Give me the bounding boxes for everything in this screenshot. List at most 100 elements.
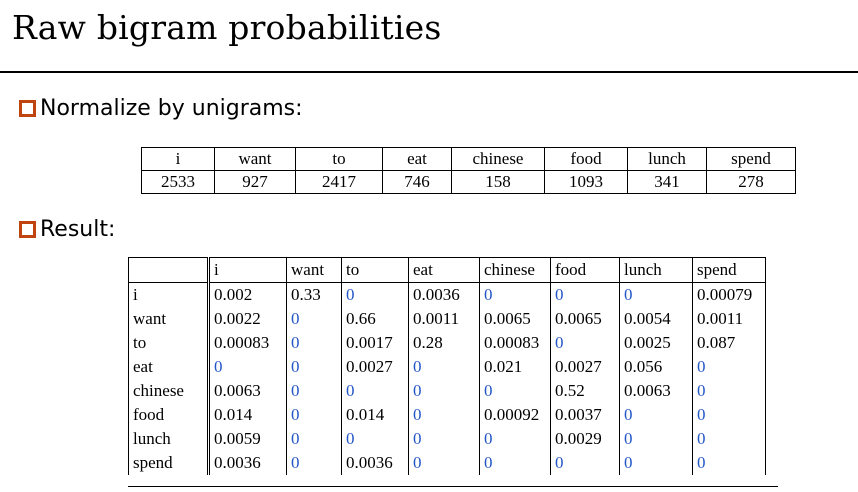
bigram-row-header: lunch bbox=[128, 427, 210, 451]
bigram-value-cell: 0 bbox=[341, 282, 409, 307]
unigram-count-cell: 278 bbox=[706, 170, 796, 194]
bigram-row-header: eat bbox=[128, 355, 210, 379]
table-row: to 0.00083 0 0.0017 0.28 0.00083 0 0.0025 0.087 bbox=[128, 331, 766, 355]
bigram-value-cell: 0.0011 bbox=[692, 307, 766, 331]
bigram-column-header: chinese bbox=[479, 257, 551, 283]
checkbox-bullet-icon bbox=[19, 100, 36, 117]
bigram-value-cell: 0.021 bbox=[479, 355, 551, 379]
bigram-value-cell: 0 bbox=[408, 427, 480, 451]
table-row: want 0.0022 0 0.66 0.0011 0.0065 0.0065 0.0054 0… bbox=[128, 307, 766, 331]
unigram-count-cell: 341 bbox=[627, 170, 707, 194]
bigram-corner-cell bbox=[128, 257, 210, 283]
table-bottom-rule bbox=[128, 486, 778, 487]
bigram-value-cell: 0.087 bbox=[692, 331, 766, 355]
unigram-word-cell: want bbox=[214, 147, 296, 171]
bigram-value-cell: 0.33 bbox=[286, 282, 342, 307]
table-row: i 0.002 0.33 0 0.0036 0 0 0 0.00079 bbox=[128, 282, 766, 307]
bigram-value-cell: 0 bbox=[408, 379, 480, 403]
bigram-value-cell: 0.0036 bbox=[341, 451, 409, 475]
bigram-value-cell: 0 bbox=[286, 403, 342, 427]
unigram-count-cell: 1093 bbox=[544, 170, 628, 194]
bullet-result-text: Result: bbox=[40, 217, 116, 242]
bigram-value-cell: 0 bbox=[408, 355, 480, 379]
bigram-value-cell: 0.0027 bbox=[341, 355, 409, 379]
bigram-value-cell: 0.66 bbox=[341, 307, 409, 331]
bigram-column-header: eat bbox=[408, 257, 480, 283]
bigram-row-header: to bbox=[128, 331, 210, 355]
bigram-value-cell: 0 bbox=[692, 451, 766, 475]
bigram-row-header: spend bbox=[128, 451, 210, 475]
bigram-value-cell: 0.0059 bbox=[208, 427, 287, 451]
bigram-column-header: i bbox=[208, 257, 287, 283]
bigram-value-cell: 0.0011 bbox=[408, 307, 480, 331]
bigram-value-cell: 0.52 bbox=[550, 379, 620, 403]
bigram-value-cell: 0.00092 bbox=[479, 403, 551, 427]
bigram-value-cell: 0 bbox=[550, 282, 620, 307]
bigram-value-cell: 0 bbox=[479, 427, 551, 451]
bigram-value-cell: 0.00083 bbox=[208, 331, 287, 355]
bigram-value-cell: 0 bbox=[286, 379, 342, 403]
bigram-value-cell: 0 bbox=[619, 282, 693, 307]
bigram-value-cell: 0.056 bbox=[619, 355, 693, 379]
bigram-value-cell: 0 bbox=[550, 331, 620, 355]
bigram-value-cell: 0 bbox=[692, 427, 766, 451]
bigram-column-header: lunch bbox=[619, 257, 693, 283]
bigram-value-cell: 0.0063 bbox=[619, 379, 693, 403]
bigram-value-cell: 0 bbox=[692, 355, 766, 379]
bigram-value-cell: 0.014 bbox=[208, 403, 287, 427]
bullet-normalize: Normalize by unigrams: bbox=[19, 96, 303, 121]
bigram-value-cell: 0 bbox=[550, 451, 620, 475]
bigram-value-cell: 0.0063 bbox=[208, 379, 287, 403]
unigram-word-cell: to bbox=[295, 147, 383, 171]
bigram-value-cell: 0 bbox=[286, 427, 342, 451]
bigram-value-cell: 0.00079 bbox=[692, 282, 766, 307]
bigram-value-cell: 0.0037 bbox=[550, 403, 620, 427]
bigram-row-header: want bbox=[128, 307, 210, 331]
unigram-count-cell: 746 bbox=[382, 170, 452, 194]
table-row: eat 0 0 0.0027 0 0.021 0.0027 0.056 0 bbox=[128, 355, 766, 379]
bigram-value-cell: 0 bbox=[208, 355, 287, 379]
bigram-value-cell: 0 bbox=[286, 355, 342, 379]
bigram-value-cell: 0 bbox=[286, 307, 342, 331]
unigram-count-cell: 2533 bbox=[141, 170, 215, 194]
bigram-value-cell: 0.014 bbox=[341, 403, 409, 427]
unigram-word-cell: i bbox=[141, 147, 215, 171]
bigram-value-cell: 0.28 bbox=[408, 331, 480, 355]
bigram-value-cell: 0.0036 bbox=[408, 282, 480, 307]
bigram-value-cell: 0.0027 bbox=[550, 355, 620, 379]
bigram-column-header: to bbox=[341, 257, 409, 283]
table-row: food 0.014 0 0.014 0 0.00092 0.0037 0 0 bbox=[128, 403, 766, 427]
unigram-word-cell: food bbox=[544, 147, 628, 171]
bigram-value-cell: 0.0025 bbox=[619, 331, 693, 355]
bigram-value-cell: 0.0036 bbox=[208, 451, 287, 475]
unigram-count-cell: 927 bbox=[214, 170, 296, 194]
unigram-word-cell: chinese bbox=[451, 147, 545, 171]
bigram-value-cell: 0.0065 bbox=[550, 307, 620, 331]
bigram-value-cell: 0.0054 bbox=[619, 307, 693, 331]
unigram-count-cell: 158 bbox=[451, 170, 545, 194]
bigram-value-cell: 0.0017 bbox=[341, 331, 409, 355]
table-row: spend 0.0036 0 0.0036 0 0 0 0 0 bbox=[128, 451, 766, 475]
bigram-value-cell: 0.0029 bbox=[550, 427, 620, 451]
bigram-row-header: chinese bbox=[128, 379, 210, 403]
bigram-value-cell: 0.00083 bbox=[479, 331, 551, 355]
bigram-value-cell: 0.002 bbox=[208, 282, 287, 307]
bigram-value-cell: 0 bbox=[286, 451, 342, 475]
bigram-value-cell: 0.0065 bbox=[479, 307, 551, 331]
bigram-value-cell: 0 bbox=[479, 379, 551, 403]
bigram-value-cell: 0 bbox=[408, 403, 480, 427]
title-rule bbox=[0, 71, 858, 73]
bullet-normalize-text: Normalize by unigrams: bbox=[40, 96, 303, 121]
bigram-value-cell: 0.0022 bbox=[208, 307, 287, 331]
bigram-value-cell: 0 bbox=[408, 451, 480, 475]
bigram-row-header: i bbox=[128, 282, 210, 307]
bigram-value-cell: 0 bbox=[619, 451, 693, 475]
slide-title: Raw bigram probabilities bbox=[12, 8, 442, 47]
bigram-row-header: food bbox=[128, 403, 210, 427]
unigram-word-cell: spend bbox=[706, 147, 796, 171]
bigram-value-cell: 0 bbox=[479, 451, 551, 475]
bigram-value-cell: 0 bbox=[341, 427, 409, 451]
table-row: lunch 0.0059 0 0 0 0 0.0029 0 0 bbox=[128, 427, 766, 451]
bigram-value-cell: 0 bbox=[619, 427, 693, 451]
checkbox-bullet-icon bbox=[19, 221, 36, 238]
